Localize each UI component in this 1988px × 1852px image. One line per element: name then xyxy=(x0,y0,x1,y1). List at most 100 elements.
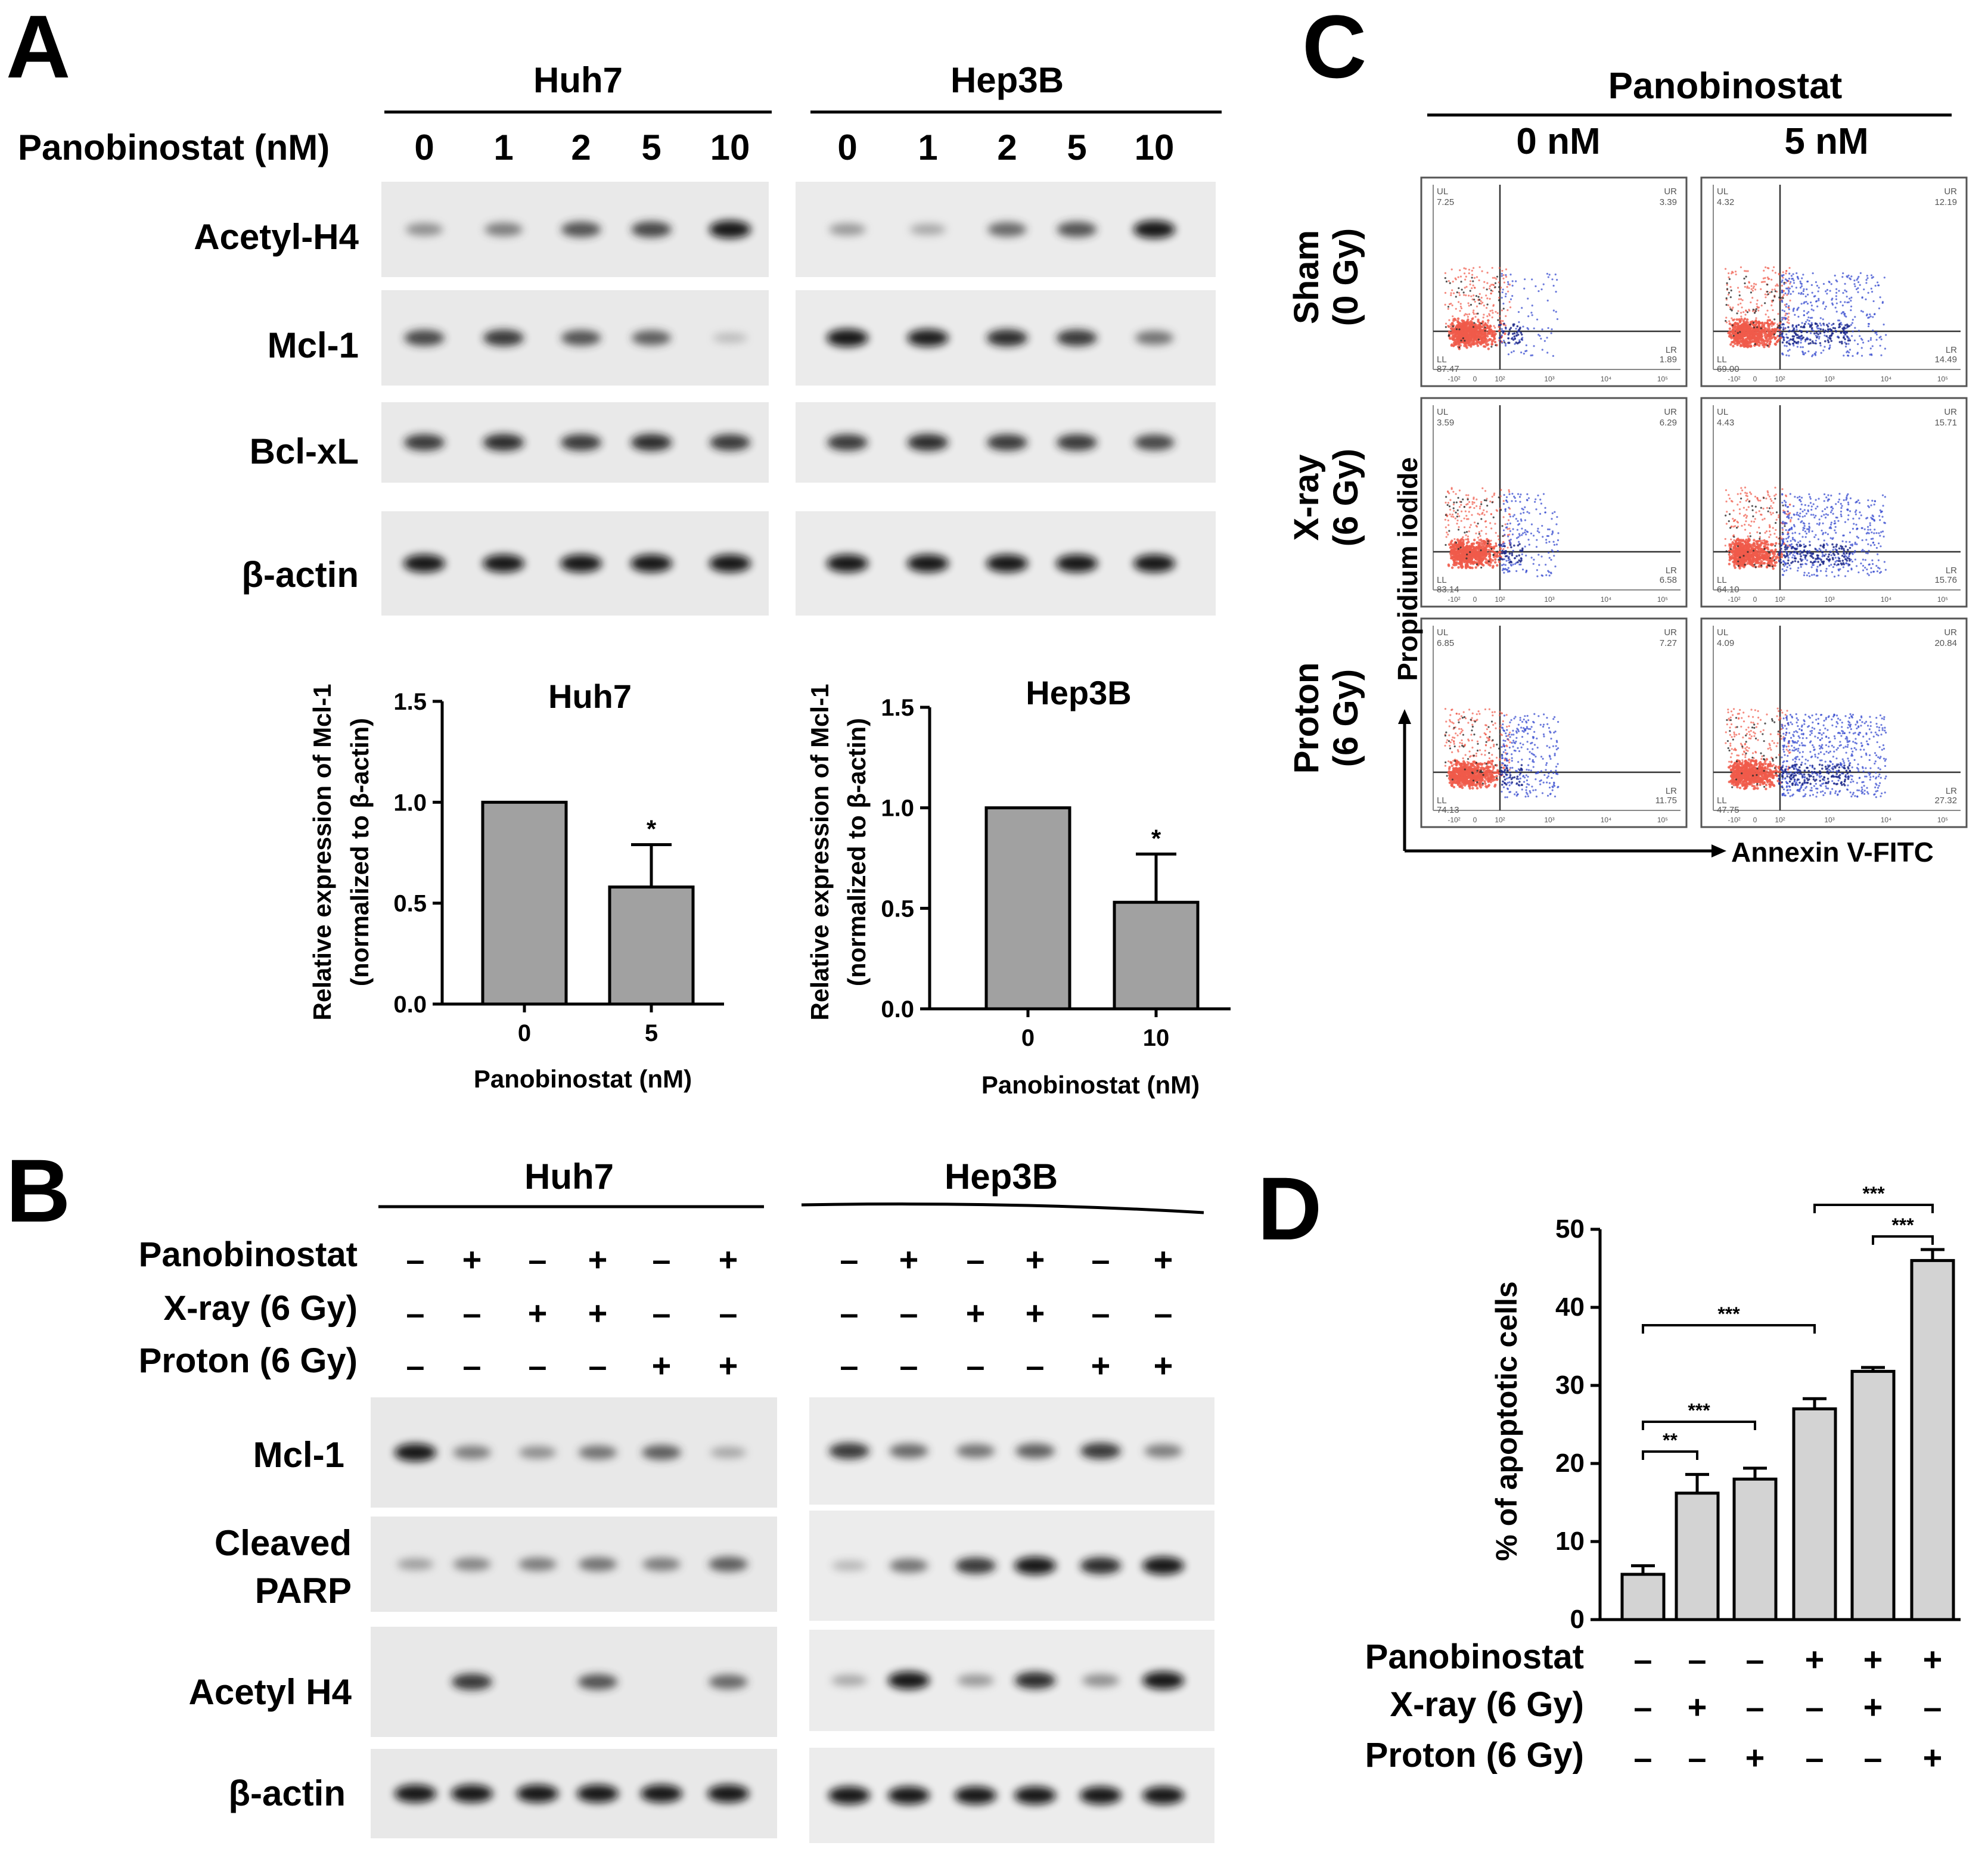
c-dot xyxy=(1782,538,1785,540)
c-dot xyxy=(1518,523,1521,525)
c-dot xyxy=(1478,324,1481,327)
c-dot xyxy=(1508,561,1511,564)
c-dot xyxy=(1445,322,1447,325)
c-dot xyxy=(1869,524,1871,527)
c-dot xyxy=(1472,267,1475,269)
c-dot xyxy=(1810,505,1813,508)
c-dot xyxy=(1797,545,1799,548)
c-dot xyxy=(1490,548,1493,550)
c-dot xyxy=(1468,272,1470,275)
c-dot xyxy=(1461,328,1464,331)
b-hep3b-blot-3-band xyxy=(828,1786,870,1804)
c-dot xyxy=(1522,532,1524,535)
panel-label-d: D xyxy=(1257,1158,1322,1259)
c-dot xyxy=(1540,555,1543,558)
b-huh7-blot-0-membrane xyxy=(371,1397,777,1508)
c-dot xyxy=(1861,527,1863,529)
c-dot xyxy=(1487,347,1490,350)
c-dot xyxy=(1478,293,1481,295)
c-dot xyxy=(1752,549,1755,552)
c-dot xyxy=(1468,334,1472,337)
c-dot xyxy=(1756,542,1759,546)
c-dot xyxy=(1781,291,1783,294)
c-dot xyxy=(1744,342,1748,345)
c-dot xyxy=(1466,313,1468,316)
b-hep3b-blot-2-band xyxy=(1014,1671,1056,1689)
c-dot xyxy=(1849,278,1852,281)
c-dot xyxy=(1844,338,1846,341)
c-dot xyxy=(1786,321,1788,324)
c-dot xyxy=(1756,303,1758,305)
c-dot xyxy=(1787,510,1790,512)
b-hep3b-bracket xyxy=(801,1202,1204,1214)
c-dot xyxy=(1759,532,1761,535)
c-dot xyxy=(1867,325,1870,328)
c-dot xyxy=(1861,297,1863,299)
c-dot xyxy=(1728,553,1731,556)
c-dot xyxy=(1832,322,1835,325)
c-dot xyxy=(1846,275,1848,278)
c-dot xyxy=(1844,575,1847,577)
c-dot xyxy=(1788,504,1791,506)
c-dot xyxy=(1752,309,1754,311)
c-dot xyxy=(1505,275,1508,278)
c-dot xyxy=(1728,498,1731,500)
c-dot xyxy=(1460,501,1462,503)
c-dot xyxy=(1738,512,1741,515)
a-hep3b-blot-2 xyxy=(796,402,1216,483)
c-dot xyxy=(1477,312,1479,315)
c-dot xyxy=(1760,564,1763,567)
c-dot xyxy=(1734,342,1737,346)
c-dot xyxy=(1875,546,1878,549)
b-hep3b-blot-3-band xyxy=(955,1786,996,1804)
c-dot xyxy=(1533,327,1535,330)
c-dot xyxy=(1498,291,1501,293)
c-dot xyxy=(1512,563,1514,565)
c-dot xyxy=(1841,276,1844,278)
c-dot xyxy=(1514,337,1517,340)
panel-label-c: C xyxy=(1302,0,1366,97)
c-dot xyxy=(1488,313,1490,315)
c-dot xyxy=(1466,518,1468,520)
c-dot xyxy=(1816,324,1819,327)
c-dot xyxy=(1799,280,1801,282)
c-dot xyxy=(1459,560,1462,563)
c-dot xyxy=(1517,561,1519,564)
c-dot xyxy=(1457,529,1460,531)
c-dot xyxy=(1751,297,1754,299)
c-dot xyxy=(1800,293,1802,296)
c-dot xyxy=(1454,343,1457,346)
c-dot xyxy=(1810,301,1812,304)
c-dot xyxy=(1504,295,1507,298)
c-dot xyxy=(1793,327,1796,330)
c-dot xyxy=(1807,316,1810,319)
panel-c: Panobinostat 0 nM 5 nM Sham (0 Gy)X-ray (6… xyxy=(1287,66,1968,868)
c-dot xyxy=(1460,504,1462,506)
c-dot xyxy=(1546,352,1549,354)
c-dot xyxy=(1775,561,1778,564)
c-dot xyxy=(1832,512,1834,515)
c-dot xyxy=(1459,310,1461,312)
c-dot xyxy=(1480,300,1482,302)
c-dot xyxy=(1748,501,1750,503)
c-dot xyxy=(1834,274,1836,277)
c-dot xyxy=(1799,550,1801,552)
c-dot xyxy=(1520,563,1522,565)
c-dot xyxy=(1877,559,1880,561)
c-dot xyxy=(1447,325,1449,327)
c-dot xyxy=(1859,272,1862,274)
c-dot xyxy=(1517,493,1520,495)
c-dot xyxy=(1757,330,1761,333)
c-dot xyxy=(1510,564,1512,567)
c-dot xyxy=(1483,304,1485,307)
c-dot xyxy=(1508,490,1511,493)
c-dot xyxy=(1874,284,1877,287)
c-dot xyxy=(1751,505,1753,507)
c-dot xyxy=(1456,509,1459,511)
c-dot xyxy=(1785,529,1787,532)
x-tick-label-1: 5 xyxy=(645,1020,658,1046)
c-dot xyxy=(1463,294,1465,296)
c-dot xyxy=(1751,547,1755,551)
